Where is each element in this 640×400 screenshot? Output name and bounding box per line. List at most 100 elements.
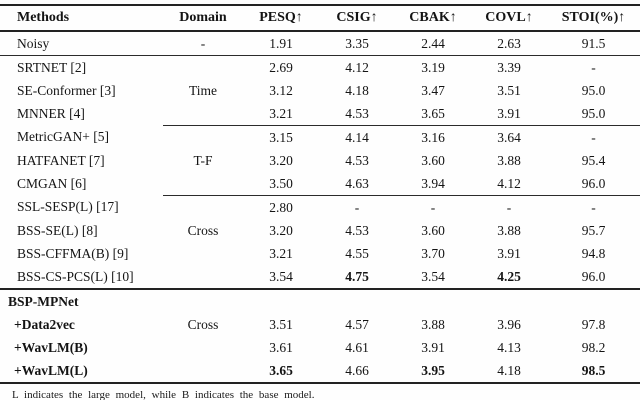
value-cell: -	[547, 195, 640, 219]
method-cell: BSP-MPNet	[0, 288, 163, 313]
value-cell: 3.91	[421, 339, 445, 355]
value-cell: 4.53	[345, 152, 369, 168]
value-cell: 2.69	[243, 55, 319, 79]
domain-cell: T-F	[193, 152, 213, 168]
table-row: BSS-CS-PCS(L) [10] 3.54 4.75 3.54 4.25 96.0	[0, 265, 640, 289]
value-cell: -	[471, 195, 547, 219]
value-cell	[243, 288, 319, 313]
value-cell: 3.15	[243, 125, 319, 149]
value-cell: 3.20	[269, 152, 293, 168]
method-cell: SSL-SESP(L) [17]	[17, 199, 119, 215]
method-cell: MNNER [4]	[17, 105, 85, 121]
value-cell: 3.96	[497, 316, 521, 332]
value-cell: 4.13	[497, 339, 521, 355]
value-cell: 4.55	[345, 245, 369, 261]
domain-cell: Time	[188, 82, 217, 98]
method-cell: HATFANET [7]	[17, 152, 105, 168]
col-header-stoi: STOI(%)↑	[547, 4, 640, 32]
table-row: SSL-SESP(L) [17] 2.80- - - -	[0, 195, 640, 219]
value-cell: 3.20	[269, 222, 293, 238]
value-cell: 97.8	[581, 316, 606, 332]
domain-cell: -	[200, 35, 206, 51]
table-row: HATFANET [7] T-F 3.20 4.53 3.60 3.88 95.4	[0, 149, 640, 172]
value-cell: 3.60	[421, 152, 445, 168]
method-cell: +WavLM(L)	[0, 359, 163, 384]
value-cell: 3.16	[395, 125, 471, 149]
value-cell: -	[547, 125, 640, 149]
table-footnote: L indicates the large model, while B ind…	[12, 389, 315, 400]
domain-cell	[163, 336, 243, 359]
table-row: SRTNET [2] 2.69 4.12 3.19 3.39-	[0, 55, 640, 79]
method-cell: MetricGAN+ [5]	[17, 129, 109, 145]
table-row: CMGAN [6] 3.50 4.63 3.94 4.12 96.0	[0, 172, 640, 196]
value-cell: 94.8	[581, 245, 606, 261]
domain-cell	[163, 265, 243, 289]
table-row: MNNER [4] 3.21 4.53 3.65 3.91 95.0	[0, 102, 640, 126]
value-cell: 3.51	[269, 316, 293, 332]
value-cell: 3.21	[269, 245, 293, 261]
value-cell: 4.57	[345, 316, 369, 332]
value-cell: 3.47	[421, 82, 445, 98]
method-cell: BSS-CFFMA(B) [9]	[17, 245, 129, 261]
value-cell: 91.5	[581, 35, 606, 51]
value-cell: 4.63	[345, 175, 369, 191]
domain-cell	[163, 125, 243, 149]
value-cell: 2.44	[421, 35, 445, 51]
value-cell: 3.94	[421, 175, 445, 191]
domain-cell	[163, 359, 243, 384]
value-cell: 1.91	[269, 35, 293, 51]
value-cell: 4.18	[345, 82, 369, 98]
domain-cell	[163, 195, 243, 219]
value-cell: 3.39	[471, 55, 547, 79]
method-cell: +WavLM(B)	[14, 339, 88, 355]
method-cell: BSS-CS-PCS(L) [10]	[17, 268, 134, 284]
table-body: Noisy - 1.91 3.35 2.44 2.63 91.5 SRTNET [2] 2.69…	[0, 31, 640, 384]
value-cell: 4.53	[345, 222, 369, 238]
value-cell: 3.65	[243, 359, 319, 384]
table-row: Noisy - 1.91 3.35 2.44 2.63 91.5	[0, 31, 640, 56]
value-cell: 3.91	[497, 245, 521, 261]
col-header-pesq: PESQ↑	[243, 4, 319, 32]
value-cell: 3.21	[269, 105, 293, 121]
col-header-domain: Domain	[163, 4, 243, 32]
value-cell: 4.75	[345, 268, 369, 284]
value-cell: 3.54	[269, 268, 293, 284]
value-cell: -	[395, 195, 471, 219]
value-cell: 3.88	[497, 222, 521, 238]
table-row: BSS-SE(L) [8] Cross 3.20 4.53 3.60 3.88 95.7	[0, 219, 640, 242]
value-cell: 4.12	[319, 55, 395, 79]
value-cell: 3.19	[395, 55, 471, 79]
value-cell: 96.0	[581, 268, 606, 284]
table-row: BSS-CFFMA(B) [9] 3.21 4.55 3.70 3.91 94.8	[0, 242, 640, 265]
value-cell: 4.53	[345, 105, 369, 121]
value-cell	[471, 288, 547, 313]
value-cell: 3.50	[269, 175, 293, 191]
value-cell: 3.51	[497, 82, 521, 98]
value-cell: 3.91	[497, 105, 521, 121]
value-cell: 95.4	[581, 152, 606, 168]
value-cell: 4.25	[497, 268, 521, 284]
domain-cell: Cross	[187, 316, 219, 332]
value-cell: -	[547, 55, 640, 79]
value-cell: 3.12	[269, 82, 293, 98]
table-row: BSP-MPNet	[0, 288, 640, 313]
value-cell: 3.60	[421, 222, 445, 238]
table-row: SE-Conformer [3] Time 3.12 4.18 3.47 3.51 95.0	[0, 79, 640, 102]
domain-cell: Cross	[187, 222, 219, 238]
method-cell: CMGAN [6]	[17, 175, 87, 191]
value-cell: 4.14	[319, 125, 395, 149]
value-cell: 3.54	[421, 268, 445, 284]
value-cell: 3.70	[421, 245, 445, 261]
value-cell: 95.7	[581, 222, 606, 238]
value-cell: 98.2	[581, 339, 606, 355]
value-cell: -	[319, 195, 395, 219]
value-cell	[319, 288, 395, 313]
table-row: MetricGAN+ [5] 3.15 4.14 3.16 3.64-	[0, 125, 640, 149]
value-cell: 3.88	[421, 316, 445, 332]
domain-cell	[163, 242, 243, 265]
method-cell: SE-Conformer [3]	[17, 82, 116, 98]
value-cell: 95.0	[581, 105, 606, 121]
table-row: +WavLM(B) 3.61 4.61 3.91 4.13 98.2	[0, 336, 640, 359]
value-cell: 3.61	[269, 339, 293, 355]
value-cell: 3.88	[497, 152, 521, 168]
